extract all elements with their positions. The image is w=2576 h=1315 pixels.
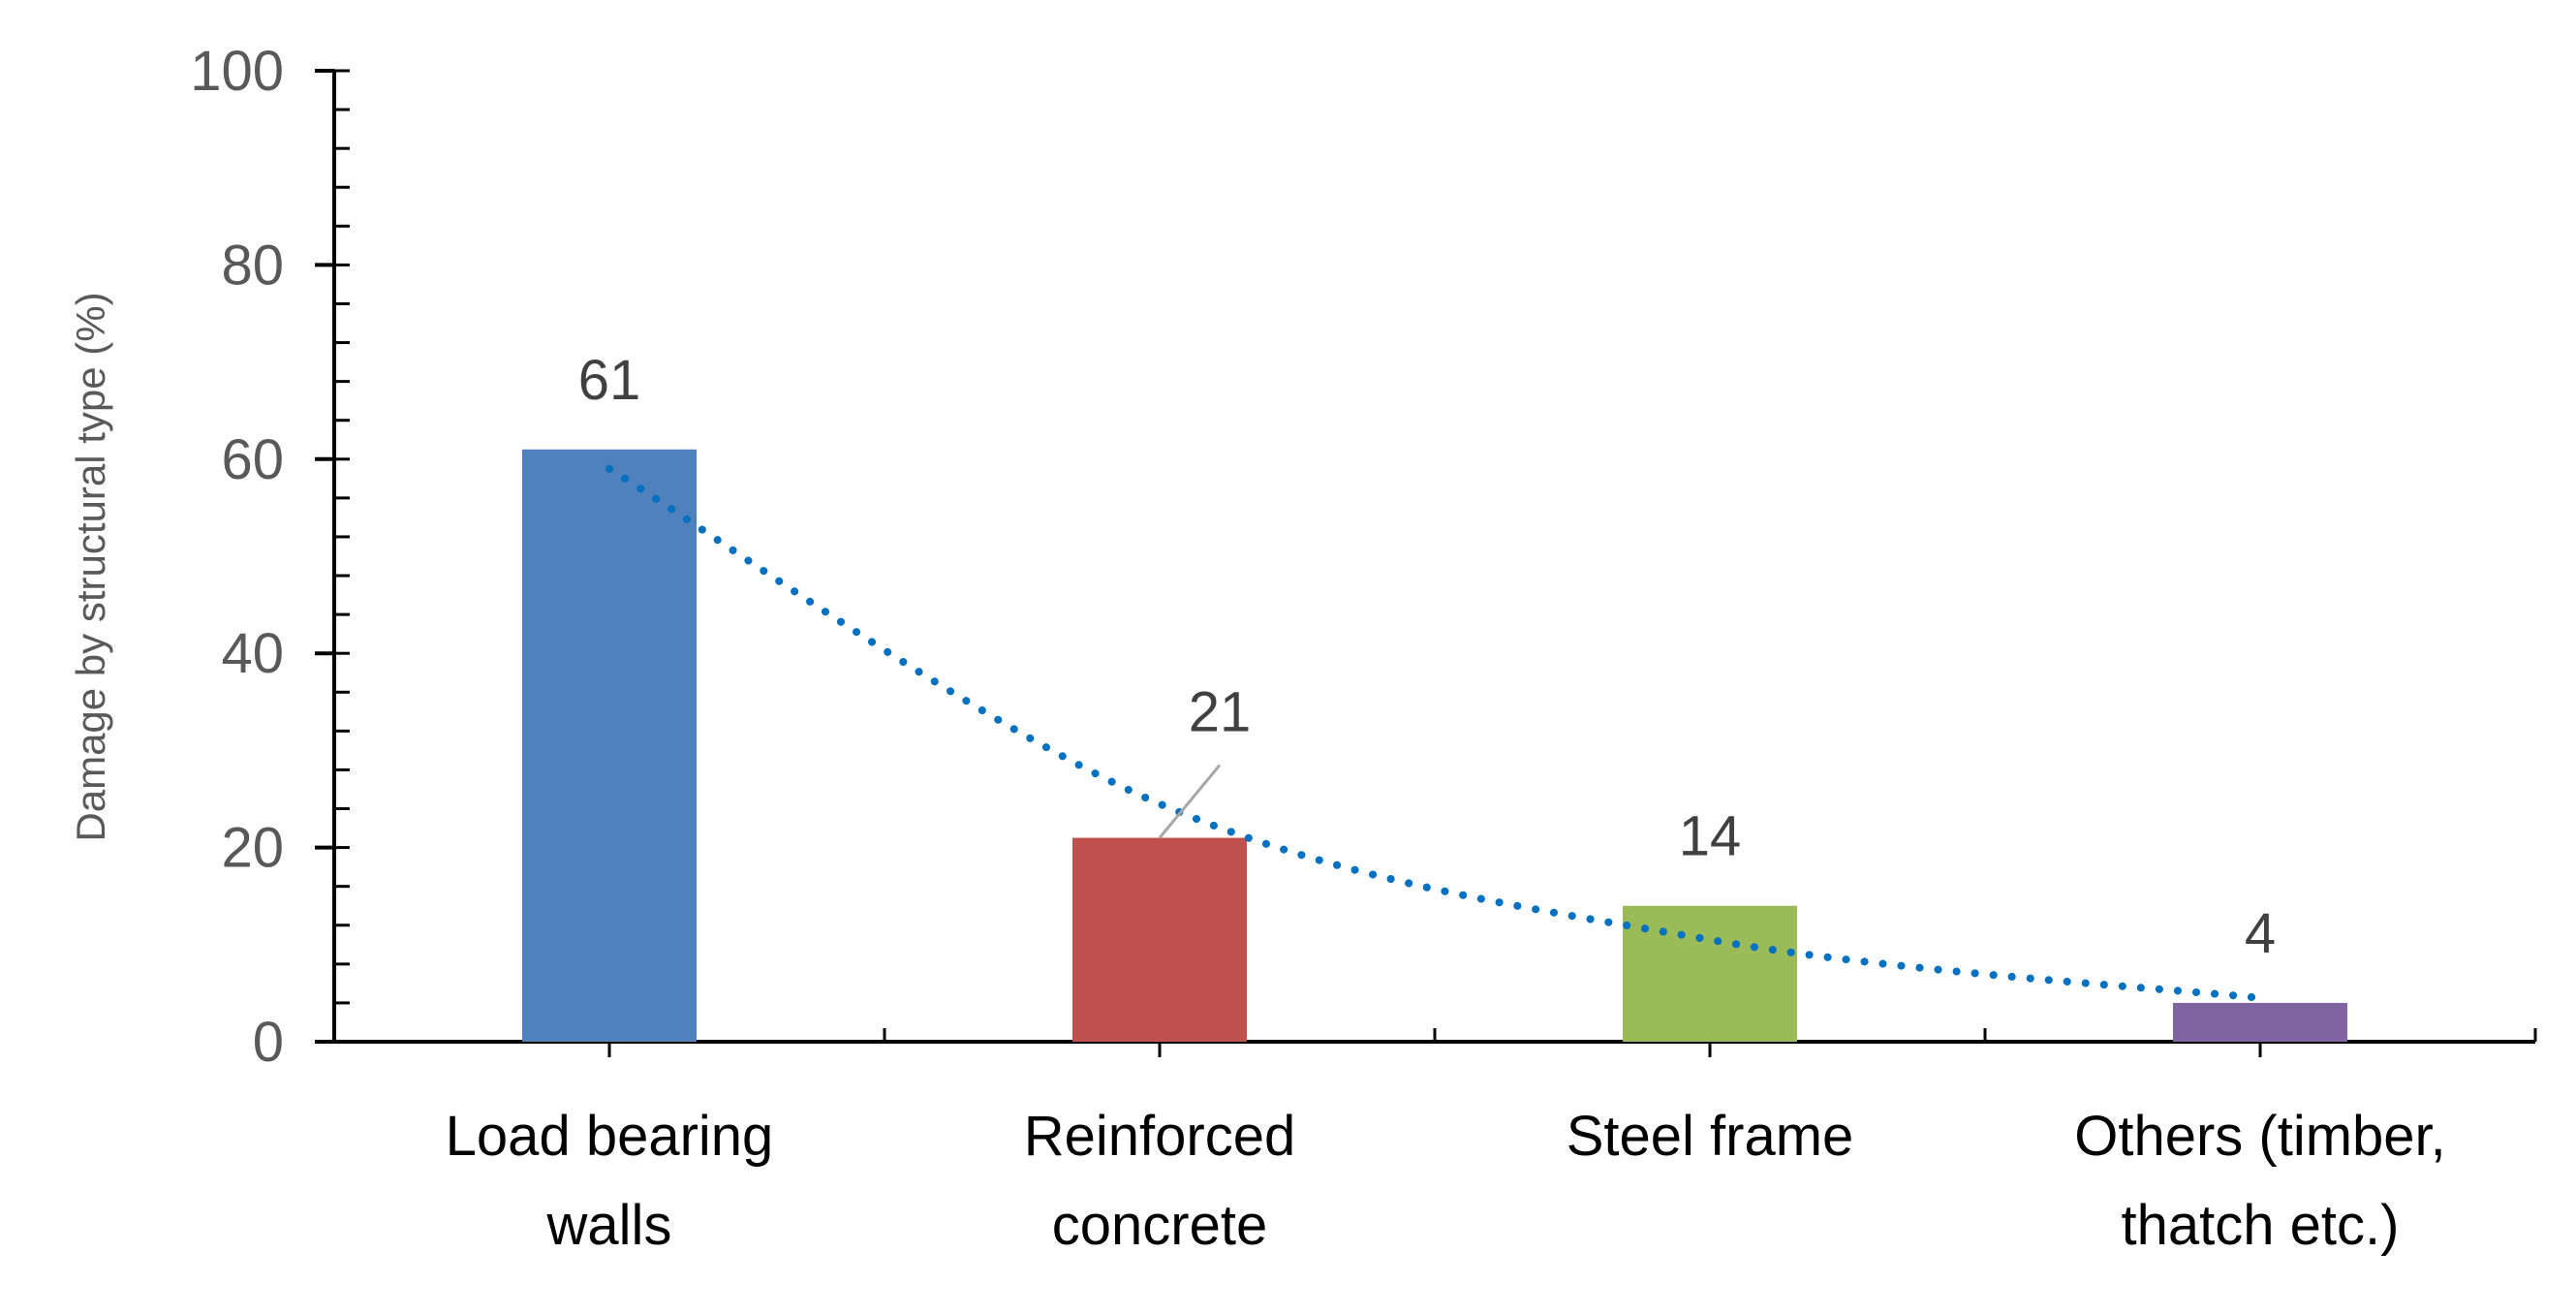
trendline — [605, 464, 2264, 1002]
data-label: 61 — [578, 349, 641, 412]
x-category-label: Others (timber, — [2074, 1105, 2446, 1168]
y-tick-label: 20 — [221, 817, 284, 880]
x-category-label: concrete — [1052, 1194, 1267, 1257]
x-category-label: Reinforced — [1024, 1105, 1295, 1168]
x-category-label: Steel frame — [1567, 1105, 1854, 1168]
bar — [1623, 905, 1797, 1042]
data-label: 14 — [1679, 805, 1742, 868]
y-tick-label: 0 — [253, 1011, 284, 1074]
axes — [315, 69, 2537, 1057]
labels: 0 20 40 60 80 100 61 21 14 4 Load bearing walls Rein… — [190, 40, 2446, 1257]
y-tick-label: 60 — [221, 428, 284, 491]
x-category-label: thatch etc.) — [2122, 1194, 2400, 1257]
y-tick-label: 80 — [221, 234, 284, 297]
x-category-label: Load bearing — [446, 1105, 774, 1168]
data-label-leader-line — [1158, 764, 1222, 839]
y-tick-label: 40 — [221, 622, 284, 685]
y-axis-title: Damage by structural type (%) — [68, 292, 113, 841]
bar — [522, 449, 697, 1042]
trendline-path — [605, 464, 2264, 1002]
bars — [522, 449, 2347, 1042]
data-label: 21 — [1189, 681, 1252, 744]
data-label: 4 — [2245, 902, 2276, 965]
y-tick-label: 100 — [190, 40, 284, 103]
x-category-label: walls — [546, 1194, 672, 1257]
bar — [1072, 837, 1247, 1042]
bar — [2173, 1002, 2347, 1042]
